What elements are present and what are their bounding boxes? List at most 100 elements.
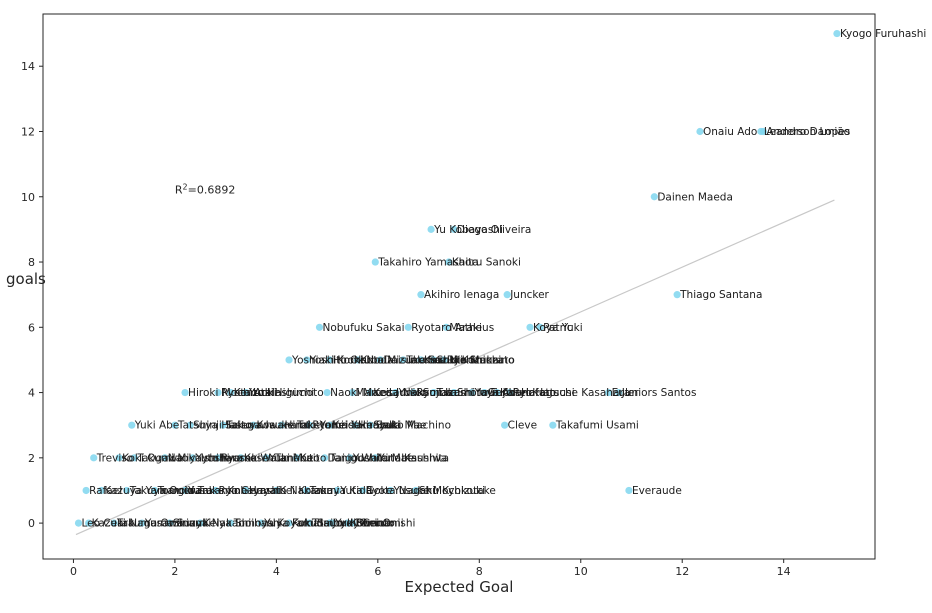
x-tick-label: 14	[777, 565, 791, 578]
point-label: Yuki Muto	[268, 452, 319, 464]
data-point	[323, 388, 331, 397]
data-point	[450, 225, 458, 233]
data-point	[348, 519, 357, 527]
point-label: Yuta Higuchi	[248, 387, 314, 399]
point-label: Diego Oliveira	[457, 224, 531, 236]
point-label: Tomoki Takamine	[157, 485, 248, 497]
data-point	[227, 519, 235, 527]
trendline	[75, 199, 835, 536]
point-label: Yusuke Mochizuki	[393, 485, 486, 497]
data-point	[376, 356, 384, 364]
data-point	[450, 388, 458, 397]
point-label: Akihiro Ienaga	[424, 289, 499, 301]
point-labels-layer: Kyogo Furuhashi Onaiu Ado Leandro DamiãoAn…	[82, 28, 927, 530]
data-point	[348, 388, 357, 397]
point-label: Shinya Nakano	[173, 518, 252, 530]
point-label: Patric	[543, 322, 573, 334]
data-point	[445, 258, 453, 266]
data-point	[97, 486, 105, 495]
point-label: Ryo Hatsuse Kasahara	[513, 387, 630, 399]
data-point	[242, 486, 250, 495]
point-label: Onaiu Ado	[703, 126, 757, 138]
point-label: Kosuke Taketomi	[257, 420, 344, 432]
data-point	[305, 421, 313, 429]
point-label: Tatsuya Hasegawa	[177, 420, 276, 432]
x-tick-label: 6	[374, 565, 381, 578]
data-point	[346, 454, 354, 462]
point-label: Takafumi Usami	[555, 420, 639, 432]
point-label: Cleve	[508, 420, 537, 432]
point-label: Yoshiaki Komai	[291, 354, 370, 366]
data-point	[333, 486, 341, 495]
data-point	[440, 356, 448, 364]
data-point	[242, 388, 250, 397]
point-label: Kento Hashimoto	[234, 387, 324, 399]
point-label: Ryotaro Araki	[411, 322, 482, 334]
r-squared-superscript: 2	[183, 182, 188, 191]
data-point	[82, 486, 90, 495]
point-label: Yuki Omoto	[334, 518, 395, 530]
point-label: Rafael	[89, 485, 122, 497]
r-squared-value: =0.6892	[188, 183, 236, 196]
data-point	[442, 323, 450, 331]
data-point	[493, 388, 501, 397]
point-label: Daisuke Suzuki	[383, 354, 463, 366]
point-label: Yuya Asano	[474, 387, 535, 399]
r-squared-prefix: R	[175, 183, 183, 196]
point-label: Takumi Miyayoshi	[136, 452, 229, 464]
x-tick-label: 10	[574, 565, 588, 578]
data-point	[181, 388, 189, 397]
point-label: Takahiro Yamashita	[377, 257, 479, 269]
y-tick-label: 0	[28, 517, 35, 530]
data-point	[262, 454, 270, 462]
point-label: Hiroto Yamada	[284, 420, 360, 432]
point-label: Takuma Nishimura	[405, 354, 503, 366]
point-label: Euler	[612, 387, 640, 399]
point-label: Kazuya Yamamura	[104, 485, 201, 497]
data-point	[189, 454, 197, 462]
data-point	[186, 421, 194, 429]
data-point	[417, 291, 425, 299]
data-point	[759, 127, 767, 136]
point-label: Keiya Shiihashi	[203, 518, 282, 530]
data-point	[257, 519, 265, 527]
y-tick-label: 10	[21, 191, 35, 204]
point-label: Leandro Damião	[764, 126, 850, 138]
data-point	[214, 454, 222, 462]
point-label: Naoki Ishihara	[168, 452, 243, 464]
data-point	[285, 519, 293, 527]
x-tick-label: 0	[70, 565, 77, 578]
data-point	[303, 356, 311, 364]
data-point	[130, 454, 138, 462]
point-label: Keisuke Saka	[333, 420, 402, 432]
point-label: Everaude	[632, 485, 682, 497]
data-point	[328, 519, 336, 527]
point-label: Shu Kyokotake	[419, 485, 496, 497]
point-label: Takuma Ominami	[116, 518, 208, 530]
point-label: Kazuki Kozuka	[424, 354, 499, 366]
data-point	[536, 323, 544, 331]
data-point	[506, 388, 514, 397]
data-point	[526, 323, 534, 331]
data-point	[549, 421, 557, 429]
data-point	[326, 356, 334, 364]
point-label: Matheus	[449, 322, 494, 334]
point-label: Shota Fujio	[457, 387, 515, 399]
point-label: Kohei Kato	[500, 387, 556, 399]
data-point	[468, 388, 476, 397]
point-label: Nobufuku Sakai	[322, 322, 404, 334]
point-label: Juncker	[509, 289, 549, 301]
point-label: Juniors Santos	[621, 387, 697, 399]
y-tick-label: 14	[21, 60, 35, 73]
point-label: Koki Ogawa	[122, 452, 184, 464]
data-point	[305, 519, 313, 527]
point-label: Kota Mizunuma	[361, 354, 442, 366]
points-layer	[74, 29, 841, 527]
point-label: Tomoya Ominami	[311, 518, 403, 530]
data-point	[293, 454, 301, 462]
data-point	[151, 486, 159, 495]
point-label: Daigo Watanabe	[328, 452, 415, 464]
data-point	[399, 356, 407, 364]
point-label: Takuya Ogiwara	[129, 485, 213, 497]
